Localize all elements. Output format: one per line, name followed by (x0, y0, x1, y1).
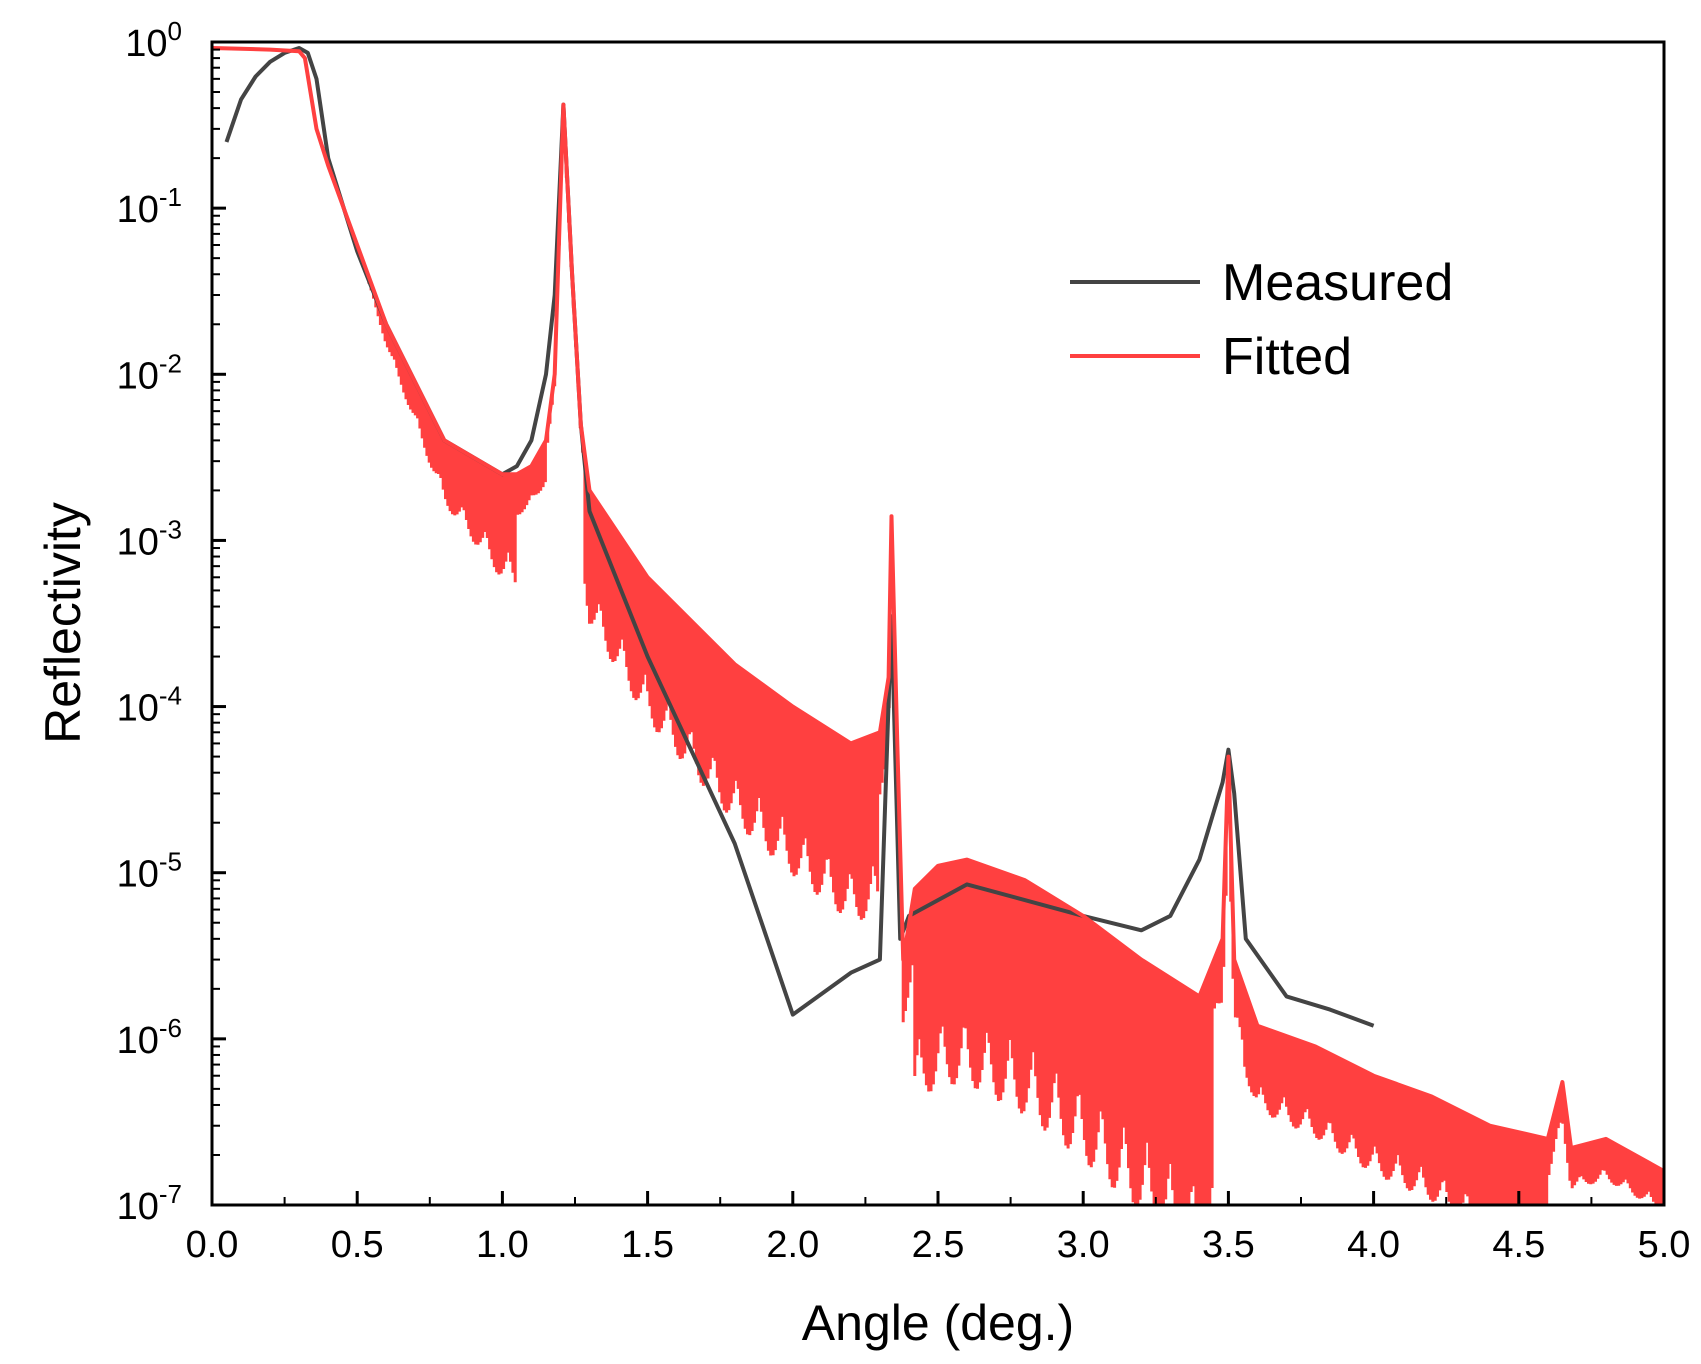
x-axis: 0.0 0.5 1.0 1.5 2.0 2.5 3.0 3.5 4.0 4.5 5.0 (186, 1191, 1691, 1266)
y-tick-label-6: 10-6 (117, 1013, 182, 1062)
x-tick-label-8: 4.0 (1347, 1224, 1400, 1266)
series-layer (211, 46, 1665, 1173)
x-tick-label-0: 0.0 (186, 1224, 239, 1266)
legend: Measured Fitted (1070, 254, 1453, 386)
y-tick-label-5: 10-5 (117, 847, 182, 896)
y-tick-label-4: 10-4 (117, 681, 182, 730)
y-tick-label-7: 10-7 (117, 1179, 182, 1228)
x-tick-label-7: 3.5 (1202, 1224, 1255, 1266)
y-tick-label-1: 10-1 (117, 182, 182, 231)
legend-label-measured: Measured (1222, 254, 1453, 312)
x-tick-label-3: 1.5 (621, 1224, 674, 1266)
y-tick-label-2: 10-2 (117, 348, 182, 397)
x-tick-label-4: 2.0 (766, 1224, 819, 1266)
fitted-oscillation-path (358, 115, 1665, 1205)
x-tick-label-2: 1.0 (476, 1224, 529, 1266)
x-tick-label-10: 5.0 (1638, 1224, 1691, 1266)
fitted-oscillation-bands (358, 115, 1665, 1205)
y-axis-label: Reflectivity (35, 502, 91, 744)
x-tick-label-1: 0.5 (331, 1224, 384, 1266)
x-axis-label: Angle (deg.) (802, 1295, 1074, 1351)
x-tick-label-9: 4.5 (1492, 1224, 1545, 1266)
series-line-fitted (211, 46, 1665, 1173)
y-tick-label-0: 100 (125, 16, 182, 65)
legend-label-fitted: Fitted (1222, 328, 1352, 386)
y-tick-label-3: 10-3 (117, 514, 182, 563)
x-tick-label-6: 3.0 (1057, 1224, 1110, 1266)
x-tick-label-5: 2.5 (912, 1224, 965, 1266)
y-axis: 100 10-1 10-2 10-3 10-4 10-5 10-6 10-7 (117, 16, 226, 1228)
series-line-measured (224, 46, 1375, 1028)
